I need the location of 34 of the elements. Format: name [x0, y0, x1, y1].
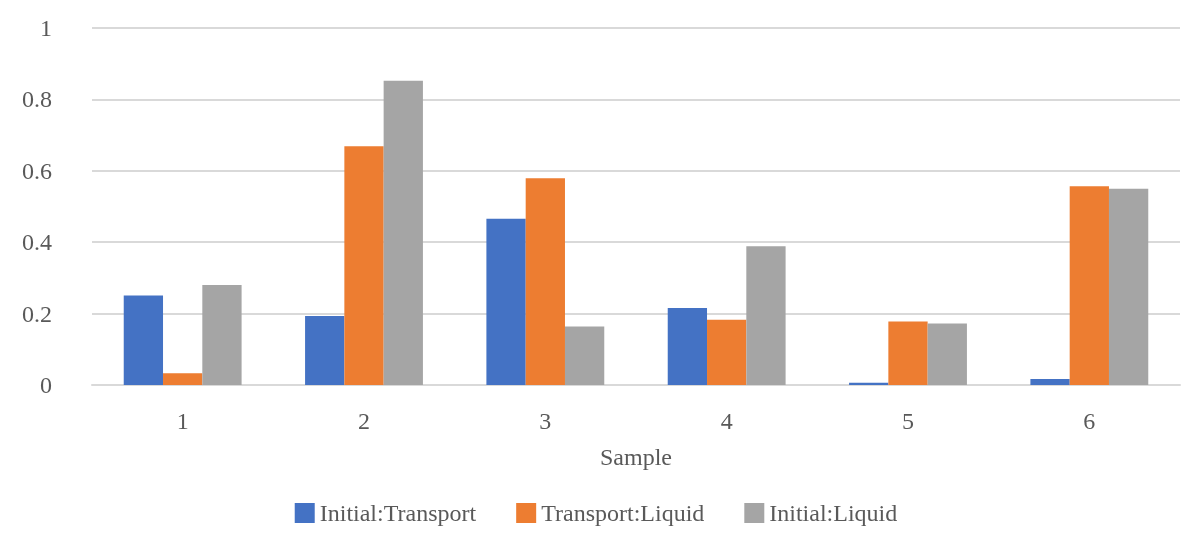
x-tick-label: 2 [358, 408, 370, 434]
bar [305, 316, 345, 385]
bar [525, 178, 565, 385]
x-tick-label: 3 [539, 408, 552, 434]
bar [888, 321, 928, 385]
bar [564, 326, 605, 385]
bar [746, 246, 786, 385]
bar [667, 307, 708, 385]
bar [927, 323, 967, 385]
bar [849, 382, 889, 385]
bar [1069, 186, 1109, 385]
y-tick-label: 0 [40, 372, 52, 398]
bar [163, 373, 203, 385]
legend-label: Initial:Liquid [769, 500, 898, 526]
x-tick-label: 6 [1083, 408, 1096, 434]
x-axis-title: Sample [600, 444, 672, 470]
bar [383, 80, 423, 385]
x-tick-label: 1 [176, 408, 189, 434]
bar [707, 319, 747, 385]
y-tick-label: 0.6 [22, 157, 52, 184]
bar [1108, 188, 1149, 385]
legend-label: Transport:Liquid [541, 500, 705, 526]
x-tick-label: 5 [902, 408, 914, 434]
bar [486, 218, 526, 385]
y-tick-label: 1 [40, 15, 52, 41]
bar [1030, 378, 1070, 385]
y-tick-label: 0.2 [22, 300, 52, 327]
y-tick-label: 0.8 [22, 86, 52, 113]
x-tick-label: 4 [720, 408, 733, 434]
bar [344, 146, 384, 385]
bar [123, 295, 164, 385]
legend-label: Initial:Transport [319, 500, 477, 526]
bar [202, 285, 242, 385]
y-tick-label: 0.4 [22, 229, 52, 256]
